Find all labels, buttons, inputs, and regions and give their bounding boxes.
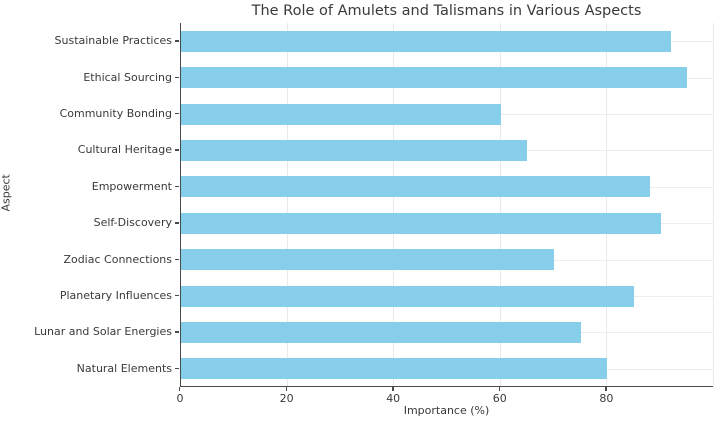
x-tick-mark xyxy=(392,387,394,391)
y-tick-label: Community Bonding xyxy=(59,107,172,120)
y-tick-mark xyxy=(175,40,179,42)
x-tick-mark xyxy=(605,387,607,391)
grid-line-vertical xyxy=(713,23,714,386)
grid-line-vertical xyxy=(606,23,608,386)
bar-zodiac-connections xyxy=(181,249,555,271)
y-tick-label: Cultural Heritage xyxy=(77,143,172,157)
x-tick-label: 60 xyxy=(492,392,507,405)
bar-cultural-heritage xyxy=(181,139,528,161)
y-tick-mark xyxy=(175,295,179,297)
y-tick-mark xyxy=(175,331,179,333)
x-tick-mark xyxy=(285,387,287,391)
y-tick-label: Empowerment xyxy=(91,179,172,193)
y-tick-label: Lunar and Solar Energies xyxy=(34,325,172,339)
y-tick-mark xyxy=(175,113,179,115)
y-tick-mark xyxy=(175,149,179,151)
y-tick-label: Ethical Sourcing xyxy=(83,70,172,84)
x-tick-label: 20 xyxy=(279,392,294,405)
y-tick-label: Natural Elements xyxy=(76,361,172,375)
y-tick-label: Planetary Influences xyxy=(59,289,172,302)
chart-title: The Role of Amulets and Talismans in Var… xyxy=(251,3,642,19)
x-tick-label: 40 xyxy=(386,392,401,405)
bar-ethical-sourcing xyxy=(181,67,688,89)
y-tick-mark xyxy=(175,367,179,370)
bar-lunar-and-solar-energies xyxy=(181,321,581,343)
y-tick-label: Self-Discovery xyxy=(93,216,172,230)
x-tick-label: 80 xyxy=(599,392,614,405)
y-tick-mark xyxy=(175,76,179,78)
y-tick-mark xyxy=(175,222,179,224)
bar-planetary-influences xyxy=(181,285,635,307)
grid-line-vertical xyxy=(499,23,501,386)
y-tick-label: Sustainable Practices xyxy=(54,34,172,48)
bar-sustainable-practices xyxy=(181,30,672,52)
bar-natural-elements xyxy=(181,358,608,380)
grid-line-vertical xyxy=(286,23,288,386)
y-tick-label: Zodiac Connections xyxy=(63,252,172,266)
x-tick-label: 0 xyxy=(176,392,184,405)
x-tick-mark xyxy=(179,387,181,391)
plot-area xyxy=(180,23,714,387)
bar-empowerment xyxy=(181,176,651,198)
bar-community-bonding xyxy=(181,103,501,125)
grid-line-vertical xyxy=(393,23,395,386)
y-tick-mark xyxy=(175,185,179,188)
bar-self-discovery xyxy=(181,212,661,234)
x-tick-mark xyxy=(498,387,501,391)
y-tick-mark xyxy=(175,258,179,260)
x-axis-label: Importance (%) xyxy=(403,404,490,417)
